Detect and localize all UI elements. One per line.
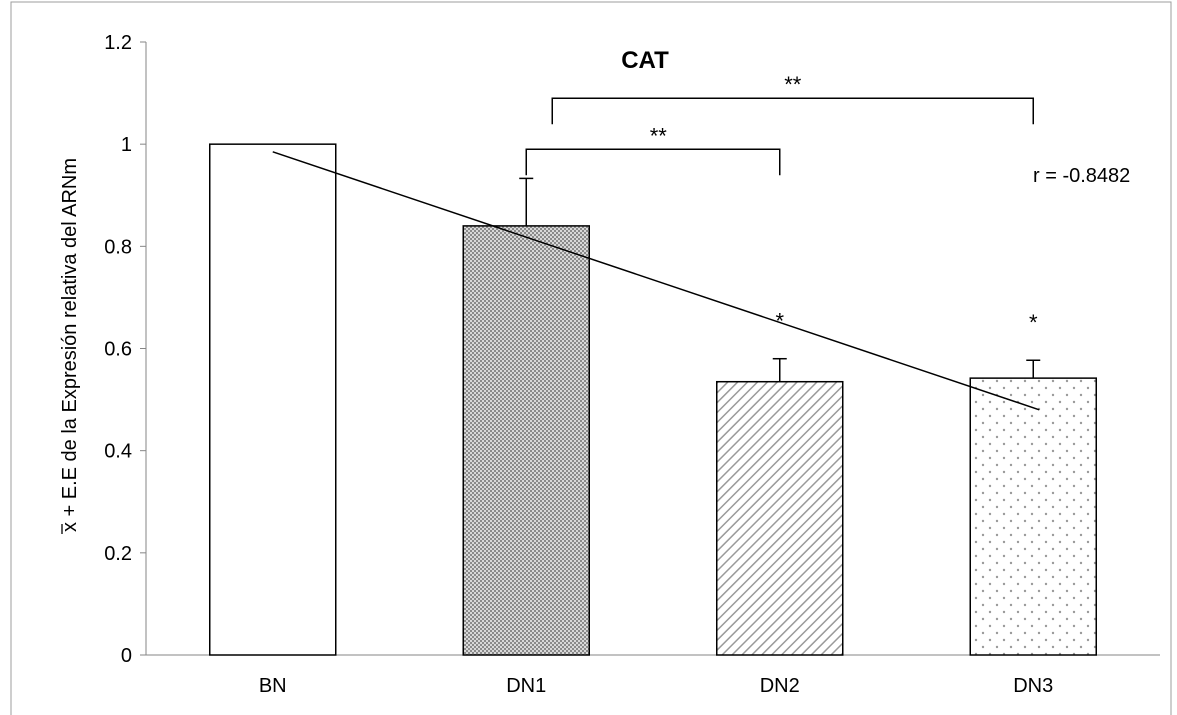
significance-bracket <box>551 97 1034 125</box>
bracket-label: ** <box>784 72 802 97</box>
significance-bracket <box>525 148 781 176</box>
correlation-annotation: r = -0.8482 <box>1033 165 1130 187</box>
y-tick-label: 0.4 <box>104 441 132 463</box>
significance-marks: * * <box>775 309 1038 336</box>
bar-bn <box>209 143 337 656</box>
significance-brackets: ** ** <box>525 72 1034 176</box>
error-bars <box>519 177 1041 382</box>
bar-dn1 <box>462 225 590 656</box>
chart-frame <box>10 1 1172 715</box>
y-axis-label: x + E.E de la Expresión relativa del ARN… <box>59 158 81 532</box>
x-tick-label: DN3 <box>1013 675 1053 697</box>
y-tick-label: 1.2 <box>104 32 132 54</box>
y-tick-label: 0.6 <box>104 339 132 361</box>
x-tick-label: DN2 <box>760 675 800 697</box>
y-tick-label: 0.8 <box>104 236 132 258</box>
significance-star: * <box>1029 310 1038 335</box>
x-tick-labels: BN DN1 DN2 DN3 <box>259 675 1053 697</box>
y-tick-label: 0.2 <box>104 543 132 565</box>
trend-line <box>272 151 1040 411</box>
x-tick-label: DN1 <box>506 675 546 697</box>
y-tick-label: 1 <box>121 134 132 156</box>
y-ticks: 0 0.2 0.4 0.6 0.8 1 1.2 <box>104 32 146 667</box>
significance-star: * <box>775 309 784 334</box>
bar-dn3 <box>969 377 1097 656</box>
bracket-label: ** <box>650 123 668 148</box>
bars <box>209 143 1097 656</box>
x-tick-label: BN <box>259 675 287 697</box>
y-tick-label: 0 <box>121 645 132 667</box>
chart-title: CAT <box>621 47 669 74</box>
bar-dn2 <box>716 380 844 656</box>
